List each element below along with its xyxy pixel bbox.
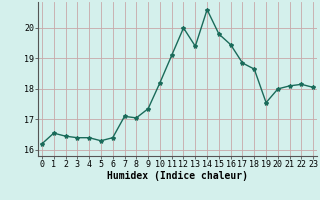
X-axis label: Humidex (Indice chaleur): Humidex (Indice chaleur)	[107, 171, 248, 181]
